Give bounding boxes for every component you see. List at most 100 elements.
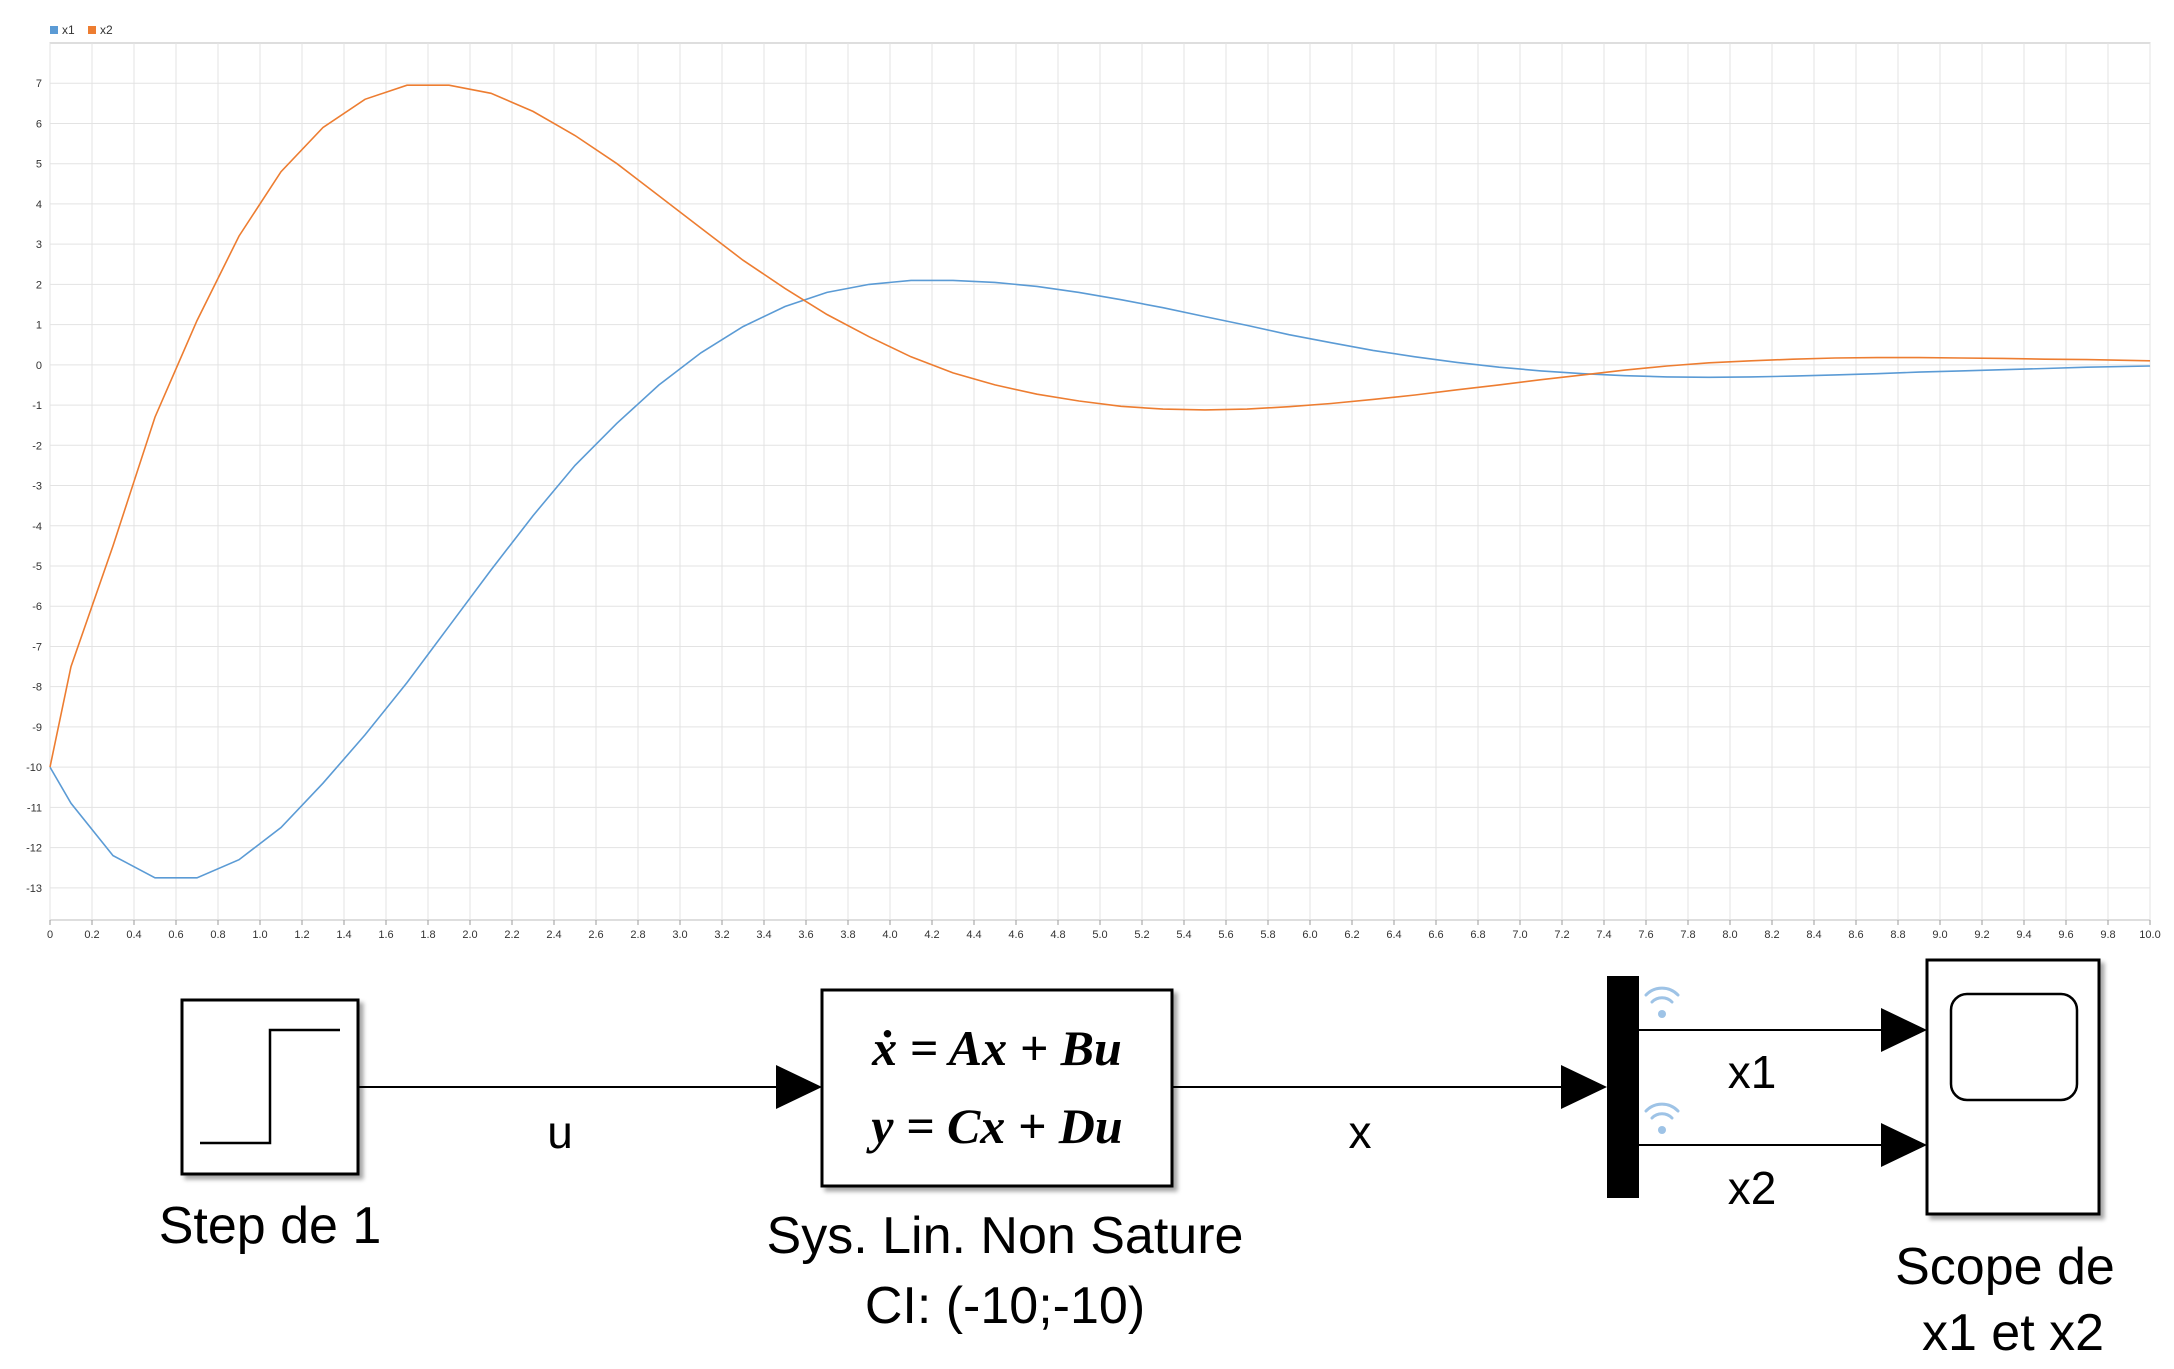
signal-label-x1: x1 — [1728, 1046, 1777, 1098]
x-tick-label: 7.8 — [1680, 929, 1695, 941]
simulink-block-diagram: Step de 1 u ẋ = Ax + Bu y = Cx + Du Sys.… — [0, 950, 2174, 1364]
x-tick-label: 3.6 — [798, 929, 813, 941]
y-tick-label: 1 — [36, 320, 42, 332]
scope-block-label-line2: x1 et x2 — [1922, 1304, 2104, 1362]
y-tick-label: 4 — [36, 199, 42, 211]
system-block-label-line2: CI: (-10;-10) — [865, 1277, 1145, 1335]
step-block[interactable] — [180, 998, 360, 1176]
y-tick-label: -4 — [32, 521, 42, 533]
x-tick-label: 2.2 — [504, 929, 519, 941]
scope-block[interactable] — [1925, 958, 2101, 1216]
chart-svg: x1 x2 0 0.2 0.4 0.6 0.8 1.0 1.2 1.4 1.6 1.8 2.0 2.2 2… — [26, 23, 2161, 941]
signal-line-x2[interactable] — [1639, 1123, 1927, 1167]
x-tick-label: 1.4 — [336, 929, 351, 941]
signal-label-x2: x2 — [1728, 1162, 1777, 1214]
x-tick-label: 5.4 — [1176, 929, 1191, 941]
x-tick-label: 3.8 — [840, 929, 855, 941]
x-tick-label: 2.0 — [462, 929, 477, 941]
x-tick-label: 4.4 — [966, 929, 981, 941]
legend-swatch-x1 — [50, 26, 58, 34]
y-tick-label: 7 — [36, 78, 42, 90]
signal-line-x[interactable] — [1172, 1065, 1607, 1109]
system-block-label-line1: Sys. Lin. Non Sature — [767, 1207, 1244, 1265]
x-tick-label: 4.8 — [1050, 929, 1065, 941]
x-tick-label: 2.4 — [546, 929, 561, 941]
signal-line-x1[interactable] — [1639, 1008, 1927, 1052]
x-tick-label: 5.8 — [1260, 929, 1275, 941]
x-tick-label: 4.2 — [924, 929, 939, 941]
arrow-head-icon — [1561, 1065, 1607, 1109]
chart-series-lines — [49, 84, 2151, 879]
x-tick-label: 6.6 — [1428, 929, 1443, 941]
x-tick-label: 1.8 — [420, 929, 435, 941]
state-equation: ẋ = Ax + Bu — [871, 1020, 1122, 1076]
x-tick-label: 0.6 — [168, 929, 183, 941]
x-tick-label: 9.0 — [1932, 929, 1947, 941]
x-tick-label: 6.4 — [1386, 929, 1401, 941]
response-chart: x1 x2 0 0.2 0.4 0.6 0.8 1.0 1.2 1.4 1.6 1.8 2.0 2.2 2… — [26, 23, 2161, 941]
y-tick-label: -2 — [32, 440, 42, 452]
y-tick-label: -5 — [32, 561, 42, 573]
x-tick-label: 9.6 — [2058, 929, 2073, 941]
signal-logging-icon — [1644, 986, 1680, 1018]
y-tick-label: -13 — [26, 883, 42, 895]
x-tick-label: 4.0 — [882, 929, 897, 941]
step-icon — [200, 1028, 340, 1145]
state-space-block[interactable]: ẋ = Ax + Bu y = Cx + Du — [820, 988, 1174, 1188]
x-tick-label: 8.0 — [1722, 929, 1737, 941]
y-tick-label: -10 — [26, 762, 42, 774]
x-tick-label: 5.6 — [1218, 929, 1233, 941]
signal-line-u[interactable] — [358, 1065, 822, 1109]
y-tick-label: -8 — [32, 682, 42, 694]
y-tick-label: -9 — [32, 722, 42, 734]
y-tick-label: -3 — [32, 481, 42, 493]
x-tick-label: 8.6 — [1848, 929, 1863, 941]
x-tick-label: 9.2 — [1974, 929, 1989, 941]
x-tick-label: 9.4 — [2016, 929, 2031, 941]
x-tick-label: 3.2 — [714, 929, 729, 941]
x-tick-label: 6.0 — [1302, 929, 1317, 941]
x-tick-label: 8.8 — [1890, 929, 1905, 941]
x-tick-label: 7.6 — [1638, 929, 1653, 941]
x-tick-label: 10.0 — [2139, 929, 2160, 941]
x-axis-ticks: 0 0.2 0.4 0.6 0.8 1.0 1.2 1.4 1.6 1.8 2.0 2.2 2.4 2.6… — [47, 920, 2161, 941]
y-tick-label: -1 — [32, 400, 42, 412]
x-tick-label: 1.2 — [294, 929, 309, 941]
x-tick-label: 8.2 — [1764, 929, 1779, 941]
x-tick-label: 7.2 — [1554, 929, 1569, 941]
x-tick-label: 9.8 — [2100, 929, 2115, 941]
chart-grid — [49, 43, 2151, 920]
signal-label-x: x — [1349, 1106, 1372, 1158]
y-tick-label: 5 — [36, 159, 42, 171]
demux-block[interactable] — [1607, 976, 1639, 1198]
y-tick-label: -12 — [26, 843, 42, 855]
signal-logging-icon — [1644, 1102, 1680, 1134]
chart-legend: x1 x2 — [50, 23, 113, 37]
y-axis-ticks: 7 6 5 4 3 2 1 0 -1 -2 -3 -4 -5 -6 -7 -8 -9 -10 -11 -12 -13 — [26, 78, 42, 895]
x-tick-label: 3.0 — [672, 929, 687, 941]
arrow-head-icon — [776, 1065, 822, 1109]
x-tick-label: 2.6 — [588, 929, 603, 941]
x-tick-label: 0.2 — [84, 929, 99, 941]
x-tick-label: 8.4 — [1806, 929, 1821, 941]
x-tick-label: 0.4 — [126, 929, 141, 941]
x-tick-label: 7.4 — [1596, 929, 1611, 941]
signal-label-u: u — [547, 1106, 573, 1158]
y-tick-label: 3 — [36, 239, 42, 251]
x-tick-label: 0.8 — [210, 929, 225, 941]
y-tick-label: -6 — [32, 601, 42, 613]
legend-label-x1: x1 — [62, 23, 75, 37]
output-equation: y = Cx + Du — [866, 1098, 1122, 1154]
legend-swatch-x2 — [88, 26, 96, 34]
x-tick-label: 6.8 — [1470, 929, 1485, 941]
x-tick-label: 1.6 — [378, 929, 393, 941]
x-tick-label: 7.0 — [1512, 929, 1527, 941]
step-block-label: Step de 1 — [159, 1197, 382, 1255]
x-tick-label: 1.0 — [252, 929, 267, 941]
y-tick-label: -11 — [27, 802, 42, 814]
y-tick-label: 0 — [36, 360, 42, 372]
x-tick-label: 2.8 — [630, 929, 645, 941]
arrow-head-icon — [1881, 1123, 1927, 1167]
y-tick-label: 2 — [36, 279, 42, 291]
x-tick-label: 6.2 — [1344, 929, 1359, 941]
